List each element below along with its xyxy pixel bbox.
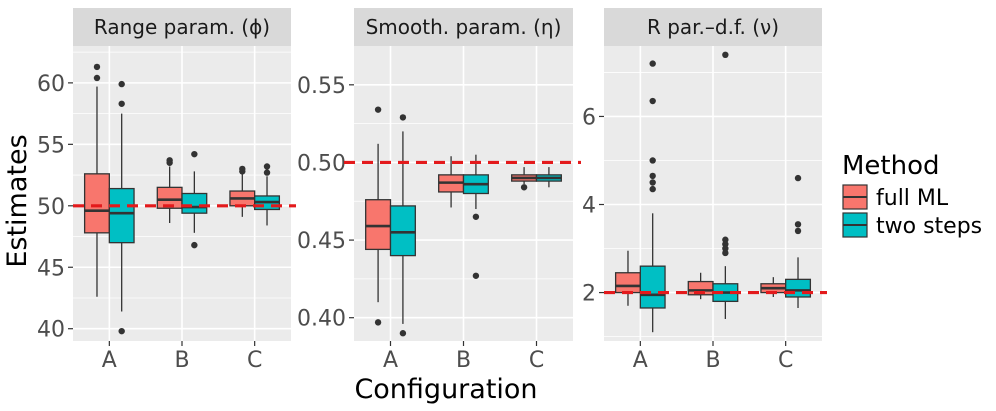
panel-title: R par.–d.f. (ν) xyxy=(647,15,779,39)
x-tick-label: B xyxy=(456,348,471,373)
box-b-two-steps-outlier xyxy=(472,272,480,279)
box-b-full-ml-outlier xyxy=(166,157,173,164)
box-a-two-steps xyxy=(639,60,666,333)
legend-label-full-ml: full ML xyxy=(876,186,949,211)
box-a-two-steps-outlier xyxy=(399,114,407,121)
box-c-full-ml-outlier xyxy=(239,165,246,173)
box-a-two-steps-body xyxy=(639,265,666,309)
y-tick-label: 60 xyxy=(37,72,65,97)
box-c-full-ml xyxy=(229,165,256,217)
box-a-two-steps-outlier xyxy=(649,97,656,105)
y-axis-title: Estimates xyxy=(2,134,33,267)
box-a-two-steps-outlier xyxy=(649,172,656,180)
box-b-two-steps-outlier xyxy=(722,249,729,257)
x-tick-label: C xyxy=(247,348,262,373)
legend: Method full ML two steps xyxy=(842,151,982,239)
box-a-two-steps xyxy=(389,114,416,337)
box-a-two-steps-outlier xyxy=(649,185,656,193)
box-a-full-ml-body xyxy=(83,173,110,234)
box-c-two-steps-outlier xyxy=(794,221,802,228)
box-b-two-steps-outlier xyxy=(191,150,198,158)
box-c-two-steps-body xyxy=(785,278,812,298)
legend-title: Method xyxy=(842,151,940,181)
box-a-full-ml xyxy=(83,63,110,297)
y-tick-label: 40 xyxy=(37,318,65,343)
box-a-two-steps-outlier xyxy=(649,157,656,164)
y-tick-label: 50 xyxy=(37,195,65,220)
x-axis-title: Configuration xyxy=(354,374,537,405)
box-b-two-steps xyxy=(462,154,489,279)
panel-title: Range param. (ϕ) xyxy=(94,15,270,39)
box-c-two-steps-outlier xyxy=(263,169,271,176)
x-tick-label: A xyxy=(383,348,398,373)
box-a-full-ml-outlier xyxy=(93,63,101,71)
box-a-two-steps-body xyxy=(389,205,416,257)
box-a-full-ml-outlier xyxy=(93,74,101,82)
box-c-two-steps-outlier xyxy=(263,163,271,170)
box-c-full-ml xyxy=(511,167,538,191)
panel-strip xyxy=(604,8,822,46)
box-b-full-ml xyxy=(156,157,183,223)
x-tick-label: B xyxy=(705,348,720,373)
box-c-full-ml-outlier xyxy=(520,184,528,191)
box-a-two-steps-body xyxy=(108,187,135,244)
box-a-full-ml xyxy=(365,106,392,326)
y-tick-label: 0.45 xyxy=(297,229,346,254)
y-tick-label: 4 xyxy=(582,194,596,219)
box-a-full-ml-body xyxy=(365,199,392,251)
box-a-two-steps-outlier xyxy=(649,179,656,186)
y-tick-label: 0.40 xyxy=(297,307,346,332)
x-tick-label: C xyxy=(529,348,544,373)
box-b-two-steps-outlier xyxy=(722,236,729,243)
y-tick-label: 6 xyxy=(582,105,596,130)
box-a-full-ml-outlier xyxy=(374,319,382,326)
box-a-two-steps-outlier xyxy=(118,100,125,107)
box-b-two-steps-outlier xyxy=(722,245,729,252)
y-tick-label: 2 xyxy=(582,282,596,307)
box-c-two-steps-outlier xyxy=(794,174,802,182)
x-tick-label: C xyxy=(778,348,793,373)
box-a-two-steps-outlier xyxy=(399,330,407,337)
box-a-two-steps-outlier xyxy=(118,80,125,88)
panel-strip xyxy=(73,8,291,46)
x-tick-label: B xyxy=(174,348,189,373)
box-a-two-steps-outlier xyxy=(118,327,125,335)
box-a-full-ml-outlier xyxy=(374,106,382,113)
panel-strip xyxy=(354,8,573,46)
box-b-full-ml xyxy=(438,156,465,208)
box-b-two-steps-outlier xyxy=(722,240,729,248)
box-b-two-steps-outlier xyxy=(722,51,729,59)
x-tick-label: A xyxy=(633,348,648,373)
panel-3: R par.–d.f. (ν) 2 4 6 A B C xyxy=(582,8,827,373)
box-a-full-ml-body xyxy=(614,272,641,294)
panel-title: Smooth. param. (η) xyxy=(366,15,562,39)
box-b-two-steps xyxy=(181,150,208,249)
y-tick-label: 0.50 xyxy=(297,151,346,176)
x-tick-label: A xyxy=(102,348,117,373)
legend-label-two-steps: two steps xyxy=(876,214,982,239)
y-tick-label: 55 xyxy=(37,133,65,158)
panel-2: Smooth. param. (η) 0.40 0.45 0.50 0.55 A B C xyxy=(297,8,581,373)
box-b-two-steps-outlier xyxy=(191,241,198,249)
box-c-two-steps xyxy=(535,167,562,188)
y-tick-label: 0.55 xyxy=(297,74,346,99)
box-a-two-steps-outlier xyxy=(649,60,656,67)
box-b-two-steps-outlier xyxy=(472,213,480,220)
box-a-two-steps xyxy=(108,80,135,335)
y-tick-label: 45 xyxy=(37,256,65,281)
box-b-two-steps-body xyxy=(181,192,208,214)
box-c-two-steps-outlier xyxy=(794,227,802,235)
panel-1: Range param. (ϕ) 40 45 50 55 60 A B C xyxy=(37,8,296,373)
